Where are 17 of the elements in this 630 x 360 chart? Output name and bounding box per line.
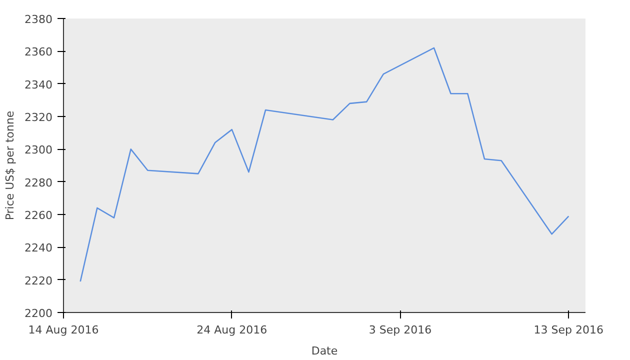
y-tick-label: 2280 [24,176,53,190]
y-tick-label: 2320 [24,111,53,124]
x-tick-label: 3 Sep 2016 [368,324,432,336]
y-tick-label: 2240 [24,242,53,255]
y-tick-label: 2200 [24,307,53,320]
y-tick-label: 2220 [24,274,53,288]
y-axis-title: Price US$ per tonne [4,110,17,220]
y-tick-label: 2300 [24,144,53,157]
x-tick-label: 13 Sep 2016 [534,324,604,336]
x-tick-label: 14 Aug 2016 [28,324,99,336]
y-tick-label: 2340 [24,78,53,92]
y-tick-label: 2360 [24,46,53,59]
x-axis-title: Date [311,344,338,358]
y-tick-label: 2380 [24,13,53,26]
line-series [80,47,570,282]
y-tick-label: 2260 [24,209,53,222]
x-tick-label: 24 Aug 2016 [196,324,268,336]
